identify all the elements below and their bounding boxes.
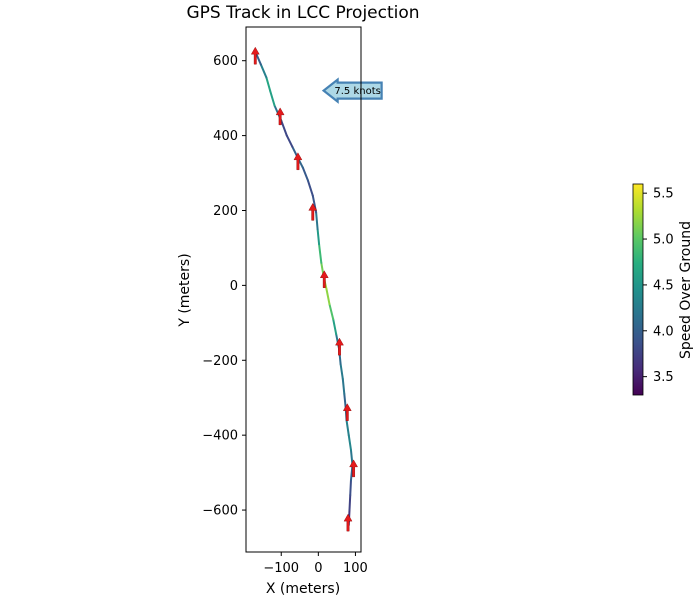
- track-segment: [348, 494, 352, 512]
- annotation-text: 7.5 knots: [334, 86, 380, 97]
- track-layer: [255, 52, 354, 527]
- track-segment: [285, 134, 294, 148]
- track-segment: [332, 318, 338, 336]
- heading-arrow: [342, 403, 352, 421]
- heading-arrow: [275, 107, 285, 126]
- x-axis-ticks: −100 0 100: [263, 552, 368, 576]
- track-segment: [325, 288, 331, 306]
- track-segment: [341, 377, 346, 395]
- y-tick-label: −400: [202, 429, 238, 444]
- heading-arrows: [250, 46, 358, 532]
- chart-title: GPS Track in LCC Projection: [186, 3, 419, 23]
- track-segment: [328, 303, 335, 321]
- track-segment: [301, 166, 309, 182]
- track-segment: [306, 179, 314, 197]
- x-axis-label: X (meters): [266, 581, 340, 597]
- colorbar: [632, 183, 644, 396]
- annotation-arrow-box: [321, 77, 383, 104]
- heading-arrow: [349, 459, 358, 478]
- y-tick-label: −600: [202, 504, 238, 519]
- heading-arrow: [293, 152, 303, 171]
- speed-annotation: 7.5 knots: [321, 77, 383, 104]
- track-segment: [349, 479, 352, 497]
- heading-arrow: [343, 513, 353, 532]
- track-segment: [259, 63, 268, 79]
- track-segment: [316, 228, 321, 246]
- track-segment: [265, 76, 272, 92]
- x-tick-label: −100: [263, 561, 299, 576]
- y-tick-label: 400: [213, 129, 238, 144]
- colorbar-tick-label: 4.0: [653, 324, 674, 339]
- colorbar-ticks: 3.5 4.0 4.5 5.0 5.5: [643, 187, 674, 385]
- colorbar-tick-label: 5.5: [653, 187, 674, 202]
- heading-arrow: [250, 46, 260, 65]
- track-segment: [280, 119, 288, 137]
- heading-arrow: [319, 270, 329, 288]
- y-axis-ticks: −600 −400 −200 0 200 400 600: [202, 54, 246, 519]
- track-segment: [318, 243, 323, 264]
- y-tick-label: 0: [230, 279, 238, 294]
- y-tick-label: −200: [202, 354, 238, 369]
- x-tick-label: 0: [314, 561, 322, 576]
- y-tick-label: 600: [213, 54, 238, 69]
- plot-area-frame: [245, 26, 362, 553]
- colorbar-label: Speed Over Ground: [678, 221, 694, 359]
- colorbar-tick-label: 5.0: [653, 233, 674, 248]
- heading-arrow: [335, 337, 344, 356]
- track-segment: [315, 211, 319, 231]
- track-segment: [339, 363, 344, 380]
- y-tick-label: 200: [213, 204, 238, 219]
- colorbar-tick-label: 3.5: [653, 370, 674, 385]
- track-segment: [347, 434, 352, 452]
- colorbar-tick-label: 4.5: [653, 278, 674, 293]
- track-segment: [269, 89, 276, 107]
- track-segment: [345, 419, 350, 437]
- track-segment: [255, 52, 262, 66]
- x-tick-label: 100: [343, 561, 368, 576]
- heading-arrow: [308, 202, 318, 221]
- y-axis-label: Y (meters): [177, 253, 193, 327]
